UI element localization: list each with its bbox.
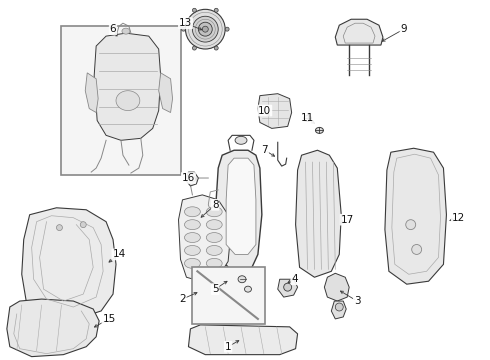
Circle shape xyxy=(185,9,225,49)
Text: 16: 16 xyxy=(182,173,195,183)
Polygon shape xyxy=(278,279,297,297)
Circle shape xyxy=(190,176,196,182)
Circle shape xyxy=(193,16,218,42)
Text: 6: 6 xyxy=(110,24,116,34)
Polygon shape xyxy=(226,158,256,255)
Polygon shape xyxy=(215,150,262,271)
Polygon shape xyxy=(324,273,349,301)
Ellipse shape xyxy=(206,258,222,268)
Ellipse shape xyxy=(316,127,323,133)
Bar xyxy=(193,267,265,324)
Ellipse shape xyxy=(184,207,200,217)
Polygon shape xyxy=(7,299,99,357)
Ellipse shape xyxy=(184,220,200,230)
Polygon shape xyxy=(85,73,98,113)
Text: 5: 5 xyxy=(212,284,219,294)
Text: 17: 17 xyxy=(341,215,354,225)
Bar xyxy=(61,26,180,175)
Text: 15: 15 xyxy=(102,314,116,324)
Text: 12: 12 xyxy=(452,213,465,223)
Ellipse shape xyxy=(238,276,246,283)
Text: 11: 11 xyxy=(301,113,314,123)
Ellipse shape xyxy=(206,246,222,255)
Polygon shape xyxy=(185,172,198,186)
Ellipse shape xyxy=(235,136,247,144)
Polygon shape xyxy=(159,73,172,113)
Ellipse shape xyxy=(206,220,222,230)
Circle shape xyxy=(214,46,218,50)
Circle shape xyxy=(202,26,208,32)
Ellipse shape xyxy=(303,116,312,121)
Circle shape xyxy=(406,220,416,230)
Circle shape xyxy=(56,225,62,231)
Text: 3: 3 xyxy=(354,296,361,306)
Text: 9: 9 xyxy=(400,24,407,34)
Text: 7: 7 xyxy=(262,145,268,155)
Polygon shape xyxy=(295,150,341,277)
Circle shape xyxy=(193,46,196,50)
Ellipse shape xyxy=(206,207,222,217)
Ellipse shape xyxy=(116,91,140,111)
Ellipse shape xyxy=(245,286,251,292)
Ellipse shape xyxy=(184,233,200,243)
Circle shape xyxy=(225,27,229,31)
Polygon shape xyxy=(178,195,230,281)
Polygon shape xyxy=(258,94,292,129)
Polygon shape xyxy=(189,325,297,355)
Text: 14: 14 xyxy=(112,249,125,260)
Text: 10: 10 xyxy=(258,105,271,116)
Polygon shape xyxy=(331,301,346,319)
Circle shape xyxy=(80,222,86,228)
Circle shape xyxy=(335,303,343,311)
Circle shape xyxy=(198,22,212,36)
Text: 8: 8 xyxy=(212,200,219,210)
Circle shape xyxy=(193,8,196,12)
Circle shape xyxy=(412,244,421,255)
Circle shape xyxy=(284,283,292,291)
Circle shape xyxy=(214,8,218,12)
Polygon shape xyxy=(385,148,446,284)
Text: 4: 4 xyxy=(291,274,298,284)
Text: 13: 13 xyxy=(179,18,192,28)
Text: 1: 1 xyxy=(225,342,231,352)
Polygon shape xyxy=(335,19,383,45)
Ellipse shape xyxy=(184,246,200,255)
Ellipse shape xyxy=(184,258,200,268)
Ellipse shape xyxy=(206,233,222,243)
Circle shape xyxy=(181,27,185,31)
Polygon shape xyxy=(94,33,161,140)
Text: 2: 2 xyxy=(179,294,186,304)
Polygon shape xyxy=(22,208,116,319)
Ellipse shape xyxy=(122,28,130,34)
